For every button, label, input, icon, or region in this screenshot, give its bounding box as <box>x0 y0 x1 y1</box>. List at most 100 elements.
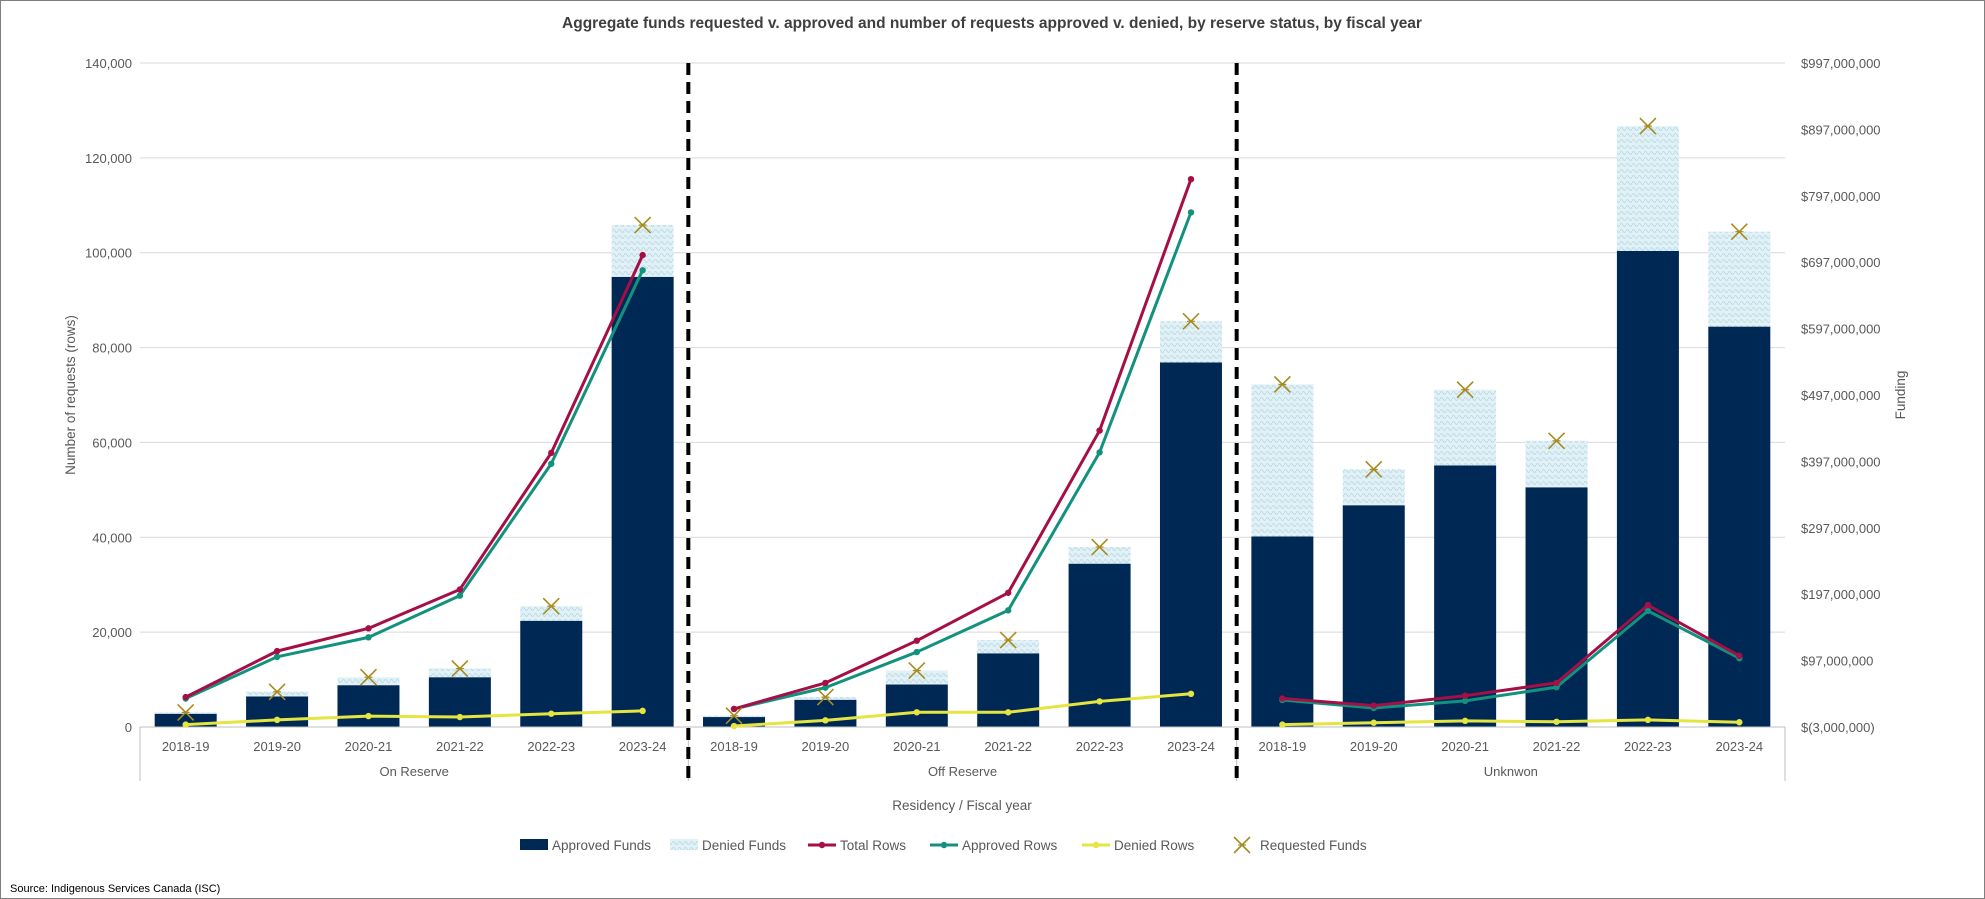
source-note: Source: Indigenous Services Canada (ISC) <box>10 883 220 895</box>
requested-funds-marker <box>359 668 378 686</box>
y2-tick-label: $197,000,000 <box>1801 587 1881 602</box>
y-tick-label: 40,000 <box>92 530 132 545</box>
denied-funds-bar <box>1159 321 1222 363</box>
requested-funds-marker <box>1182 312 1200 330</box>
x-tick-label: 2023-24 <box>1715 739 1763 754</box>
denied-rows-point <box>1370 719 1377 726</box>
approved-rows-point <box>273 653 281 661</box>
approved-rows-point <box>639 267 646 274</box>
y2-tick-label: $97,000,000 <box>1801 654 1873 669</box>
y2-tick-label: $497,000,000 <box>1801 388 1881 403</box>
denied-rows-point <box>1644 716 1652 724</box>
legend-item-requested-funds: Requested Funds <box>1233 836 1367 854</box>
total-rows-point <box>639 251 646 259</box>
y2-tick-label: $697,000,000 <box>1801 255 1881 270</box>
total-rows-line <box>733 178 1193 711</box>
axes <box>139 63 1786 785</box>
x-tick-label: 2021-22 <box>1533 739 1581 754</box>
denied-funds-bar <box>977 640 1040 654</box>
approved-funds-bar <box>703 717 766 727</box>
denied-rows-point <box>1004 709 1012 716</box>
denied-rows-point <box>730 722 738 730</box>
approved-funds-bar <box>1251 536 1314 727</box>
total-rows-point <box>1004 589 1012 596</box>
y2-tick-label: $297,000,000 <box>1801 521 1881 536</box>
y2-tick-label: $597,000,000 <box>1801 322 1881 337</box>
lines <box>182 176 1743 730</box>
y2-tick-label: $797,000,000 <box>1801 189 1881 204</box>
x-tick-label: 2020-21 <box>1441 739 1489 754</box>
requested-funds-marker <box>1091 538 1109 556</box>
total-rows-point <box>365 625 372 632</box>
approved-rows-point <box>365 634 372 641</box>
denied-rows-point <box>913 709 921 716</box>
requested-funds-marker <box>999 631 1017 649</box>
denied-rows-point <box>1736 719 1743 726</box>
denied-rows-point <box>1187 690 1195 697</box>
denied-funds-bar <box>428 668 491 678</box>
y2-tick-label: $(3,000,000) <box>1801 720 1875 735</box>
approved-rows-point <box>456 592 464 599</box>
requested-funds-marker <box>908 661 926 680</box>
approved-rows-line <box>1282 609 1740 710</box>
y2-tick-label: $397,000,000 <box>1801 454 1881 469</box>
legend-item-approved-rows: Approved Rows <box>930 838 1058 853</box>
approved-funds-bar <box>611 276 674 727</box>
approved-rows-point <box>548 460 555 467</box>
total-rows-point <box>456 586 464 593</box>
requested-funds-marker <box>725 707 743 725</box>
approved-rows-point <box>1187 209 1195 216</box>
x-tick-label: 2020-21 <box>345 739 393 754</box>
x-tick-label: 2023-24 <box>1167 739 1215 754</box>
denied-rows-point <box>548 710 555 717</box>
legend-item-denied-funds: Denied Funds <box>670 838 786 853</box>
approved-rows-point <box>913 648 921 656</box>
total-rows-point <box>822 679 829 687</box>
denied-funds-bar <box>1342 469 1405 506</box>
total-rows-line <box>1282 603 1741 708</box>
requested-funds-marker <box>634 216 652 234</box>
approved-funds-bar <box>1616 250 1679 728</box>
denied-funds-bar <box>1434 389 1497 466</box>
x-tick-label: 2022-23 <box>527 739 575 754</box>
denied-funds-bar <box>794 697 857 700</box>
y2-tick-label: $897,000,000 <box>1801 122 1881 137</box>
legend-swatch-dot <box>818 841 826 849</box>
approved-funds-bar <box>977 653 1040 727</box>
denied-funds-bar <box>1525 440 1588 488</box>
denied-funds-bar <box>1616 126 1679 251</box>
tick-labels: 0 20,000 40,000 60,000 80,000 100,000 120,000 1… <box>85 56 1881 779</box>
approved-funds-bar <box>885 684 948 727</box>
denied-funds-bar <box>246 691 309 697</box>
total-rows-point <box>273 647 281 655</box>
denied-rows-point <box>456 713 464 721</box>
legend-swatch <box>1233 836 1251 854</box>
x-tick-label: 2022-23 <box>1624 739 1672 754</box>
x-tick-label: 2018-19 <box>162 739 210 754</box>
denied-rows-point <box>1279 721 1286 728</box>
x-tick-label: 2019-20 <box>1350 739 1398 754</box>
legend-label: Approved Funds <box>552 838 651 853</box>
total-rows-point <box>1644 601 1652 609</box>
group-label: On Reserve <box>379 764 448 779</box>
denied-funds-bar <box>337 677 400 686</box>
total-rows-point <box>1096 427 1103 434</box>
requested-markers <box>177 117 1748 725</box>
requested-funds-marker <box>1730 223 1748 241</box>
y2-axis-label: Funding <box>1893 371 1908 420</box>
group-label: Off Reserve <box>928 764 997 779</box>
total-rows-point <box>548 449 555 457</box>
y-tick-label: 60,000 <box>92 435 132 450</box>
legend: Approved Funds Denied Funds Total Rows Appr… <box>520 836 1367 854</box>
x-tick-label: 2020-21 <box>893 739 941 754</box>
denied-funds-bar <box>520 606 583 621</box>
approved-rows-line <box>733 211 1193 711</box>
total-rows-point <box>1279 695 1286 702</box>
legend-item-approved-funds: Approved Funds <box>520 838 651 853</box>
denied-rows-point <box>273 716 281 724</box>
legend-label: Denied Rows <box>1114 838 1195 853</box>
approved-funds-bar <box>1342 505 1405 727</box>
total-rows-line <box>185 254 645 699</box>
total-rows-point <box>1461 692 1469 699</box>
